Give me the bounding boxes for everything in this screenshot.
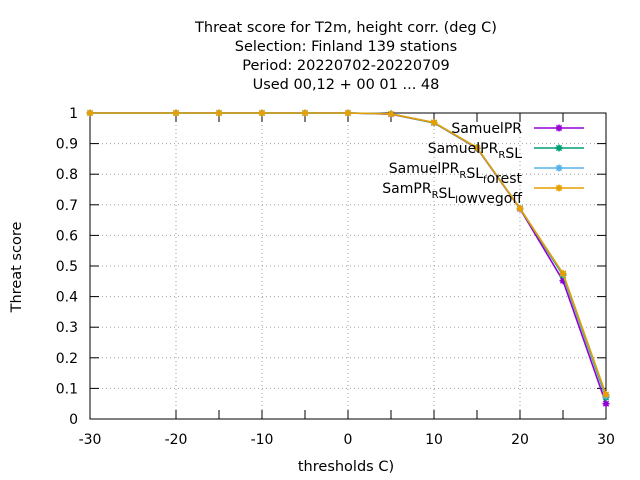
legend-marker-3	[555, 164, 563, 172]
series-4-point	[301, 109, 309, 117]
title-line-4: Used 00,12 + 00 01 ... 48	[253, 77, 440, 93]
legend-item-2: SamuelPRRSL	[428, 141, 584, 162]
series-4-point	[344, 109, 352, 117]
y-tick-label: 0	[69, 412, 78, 428]
x-tick-label: -30	[79, 432, 102, 448]
series-4-point	[387, 110, 395, 118]
legend: SamuelPR SamuelPRRSLSamuelPRRSLforestSamP…	[382, 121, 584, 207]
legend-label: SamuelPRRSL	[428, 141, 522, 162]
legend-marker-1	[555, 124, 563, 132]
x-tick-label: -10	[251, 432, 274, 448]
series-1-point	[602, 400, 610, 408]
series-4	[86, 109, 610, 399]
legend-item-1: SamuelPR	[451, 121, 584, 137]
series-4-point	[473, 144, 481, 152]
x-tick-label: 20	[511, 432, 529, 448]
series-line-4	[90, 112, 607, 395]
y-tick-label: 0.4	[56, 290, 78, 306]
y-tick-label: 0.1	[56, 381, 78, 397]
x-tick-label: 10	[425, 432, 443, 448]
series-4-point	[430, 118, 438, 126]
y-tick-label: 0.2	[56, 351, 78, 367]
y-tick-label: 0.8	[56, 167, 78, 183]
y-tick-label: 0.9	[56, 137, 78, 153]
series-line-1	[90, 112, 607, 404]
legend-marker-2	[555, 144, 563, 152]
title-line-2: Selection: Finland 139 stations	[235, 39, 457, 55]
series-4-point	[516, 204, 524, 212]
y-tick-label: 0.3	[56, 320, 78, 336]
series-4-point	[258, 109, 266, 117]
series-1	[86, 109, 610, 408]
series-4-point	[215, 109, 223, 117]
y-tick-label: 0.5	[56, 259, 78, 275]
chart-title: Threat score for T2m, height corr. (deg …	[194, 20, 497, 93]
title-line-3: Period: 20220702-20220709	[242, 58, 450, 74]
legend-item-4: SamPRRSLlowvegoff	[382, 181, 584, 207]
series-4-point	[602, 391, 610, 399]
legend-label: SamPRRSLlowvegoff	[382, 181, 522, 207]
series-4-point	[172, 109, 180, 117]
title-line-1: Threat score for T2m, height corr. (deg …	[194, 20, 497, 36]
legend-marker-4	[555, 184, 563, 192]
x-tick-label: 30	[597, 432, 615, 448]
y-tick-label: 1	[69, 106, 78, 122]
y-tick-label: 0.6	[56, 228, 78, 244]
series-line-2	[90, 112, 607, 398]
x-tick-label: -20	[165, 432, 188, 448]
grid	[89, 112, 607, 420]
series-4-point	[559, 269, 567, 277]
legend-label: SamuelPRRSLforest	[389, 161, 523, 187]
x-axis-label: thresholds C)	[298, 459, 394, 475]
legend-label: SamuelPR	[451, 121, 522, 137]
series-4-point	[86, 109, 94, 117]
y-axis-label: Threat score	[9, 222, 25, 314]
axis-ticks: 0 0.1 0.2 0.3 0.4 0.5 0.6 0.7 0.8 0.9 1 -30 -20 -10 0 1…	[56, 106, 615, 448]
x-tick-label: 0	[344, 432, 353, 448]
series	[86, 109, 610, 408]
legend-item-3: SamuelPRRSLforest	[389, 161, 584, 187]
y-tick-label: 0.7	[56, 198, 78, 214]
